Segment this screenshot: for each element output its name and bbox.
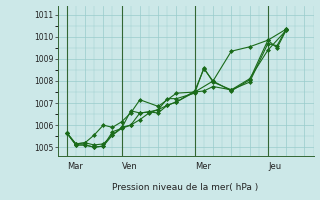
- Text: Ven: Ven: [122, 162, 137, 171]
- Text: Jeu: Jeu: [268, 162, 281, 171]
- Text: Mer: Mer: [195, 162, 211, 171]
- Text: Mar: Mar: [67, 162, 83, 171]
- Text: Pression niveau de la mer( hPa ): Pression niveau de la mer( hPa ): [112, 183, 259, 192]
